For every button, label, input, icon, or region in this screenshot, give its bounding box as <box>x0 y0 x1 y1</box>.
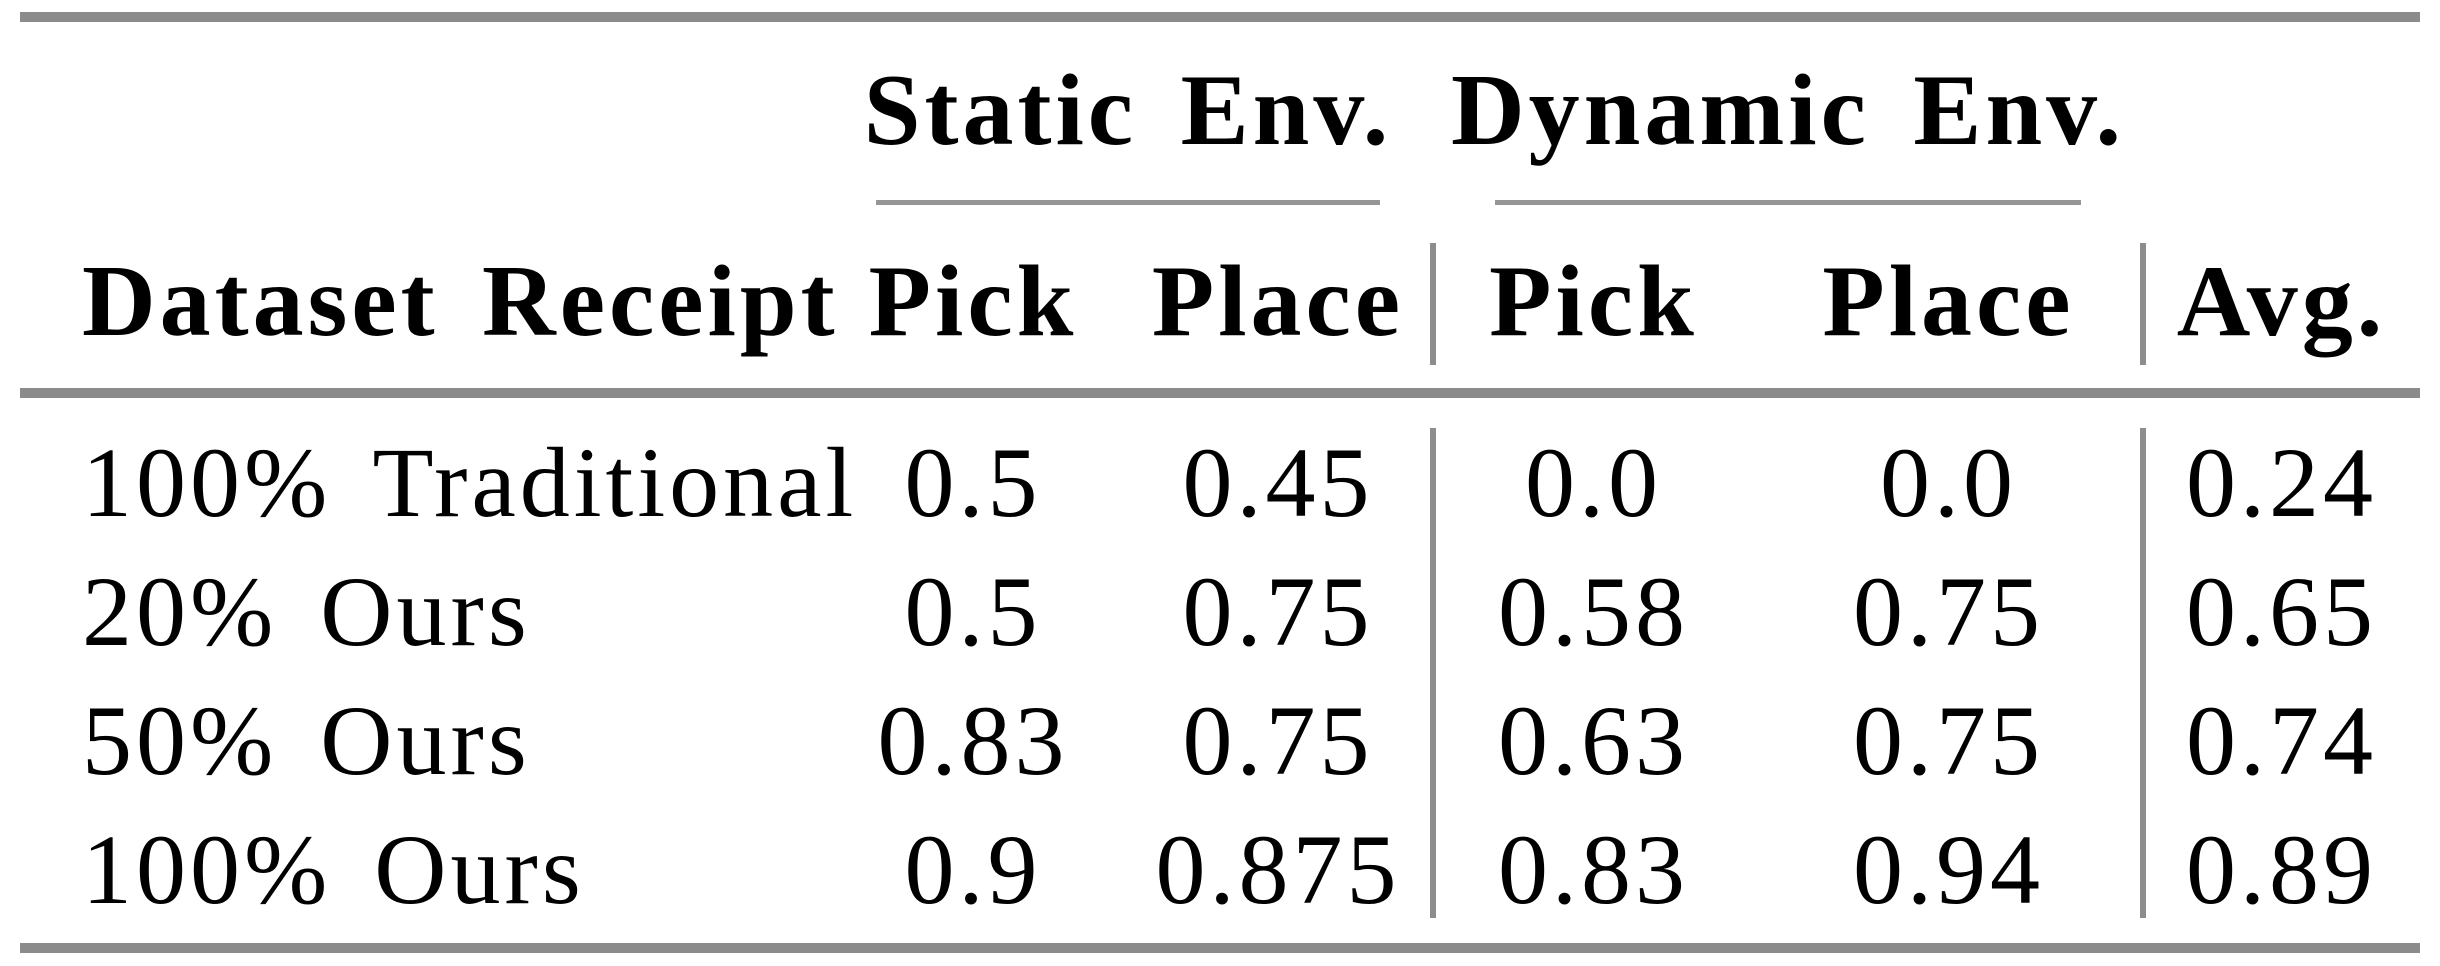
table-row: 20% Ours 0.5 0.75 0.58 0.75 0.65 <box>20 547 2420 676</box>
group-header-static: Static Env. <box>823 22 1433 240</box>
spacer-cell <box>20 22 823 240</box>
value-cell: 0.9 <box>904 814 1042 925</box>
header-dynamic-place: Place <box>1822 245 2075 358</box>
row-label-cell: 100% Ours <box>82 814 585 925</box>
value-cell: 0.94 <box>1853 814 2044 925</box>
header-avg: Avg. <box>2176 245 2387 358</box>
value-cell: 0.0 <box>1525 427 1662 538</box>
value-cell: 0.24 <box>2186 427 2377 538</box>
col-separator-dynamic-avg <box>2140 243 2146 365</box>
dynamic-cmidrule <box>1495 200 2081 205</box>
value-cell: 0.83 <box>1498 814 1689 925</box>
static-cmidrule <box>876 200 1380 205</box>
value-cell: 0.875 <box>1155 814 1401 925</box>
col-separator-static-dynamic <box>1430 428 1436 918</box>
value-cell: 0.75 <box>1853 685 2044 796</box>
col-separator-static-dynamic <box>1430 243 1436 365</box>
header-midrule <box>20 388 2420 398</box>
spacer-cell <box>2143 22 2420 240</box>
header-static-place: Place <box>1151 245 1405 358</box>
dynamic-env-label: Dynamic Env. <box>1450 54 2126 167</box>
row-label-cell: 20% Ours <box>82 556 531 667</box>
value-cell: 0.45 <box>1182 427 1374 538</box>
col-separator-dynamic-avg <box>2140 428 2146 918</box>
results-table: Static Env. Dynamic Env. Dataset Receipt… <box>20 12 2420 953</box>
value-cell: 0.74 <box>2186 685 2377 796</box>
value-cell: 0.75 <box>1182 556 1374 667</box>
group-header-dynamic: Dynamic Env. <box>1433 22 2143 240</box>
header-static-pick: Pick <box>868 245 1078 358</box>
row-label-cell: 100% Traditional <box>82 427 858 538</box>
table-row: 50% Ours 0.83 0.75 0.63 0.75 0.74 <box>20 676 2420 805</box>
value-cell: 0.63 <box>1498 685 1689 796</box>
value-cell: 0.89 <box>2186 814 2377 925</box>
value-cell: 0.0 <box>1880 427 2017 538</box>
value-cell: 0.58 <box>1498 556 1689 667</box>
top-rule <box>20 12 2420 22</box>
row-label-cell: 50% Ours <box>82 685 531 796</box>
header-dynamic-pick: Pick <box>1489 245 1698 358</box>
value-cell: 0.75 <box>1182 685 1374 796</box>
header-dataset-receipt: Dataset Receipt <box>82 245 839 358</box>
table-row: 100% Ours 0.9 0.875 0.83 0.94 0.89 <box>20 805 2420 934</box>
table-body: 100% Traditional 0.5 0.45 0.0 0.0 0.24 2… <box>20 398 2420 943</box>
value-cell: 0.5 <box>904 556 1042 667</box>
group-header-row: Static Env. Dynamic Env. <box>20 22 2420 240</box>
value-cell: 0.5 <box>904 427 1042 538</box>
bottom-rule <box>20 943 2420 953</box>
value-cell: 0.65 <box>2186 556 2377 667</box>
table-row: 100% Traditional 0.5 0.45 0.0 0.0 0.24 <box>20 418 2420 547</box>
value-cell: 0.75 <box>1853 556 2044 667</box>
static-env-label: Static Env. <box>863 54 1393 167</box>
value-cell: 0.83 <box>877 685 1069 796</box>
column-header-row: Dataset Receipt Pick Place Pick Place Av… <box>20 240 2420 388</box>
